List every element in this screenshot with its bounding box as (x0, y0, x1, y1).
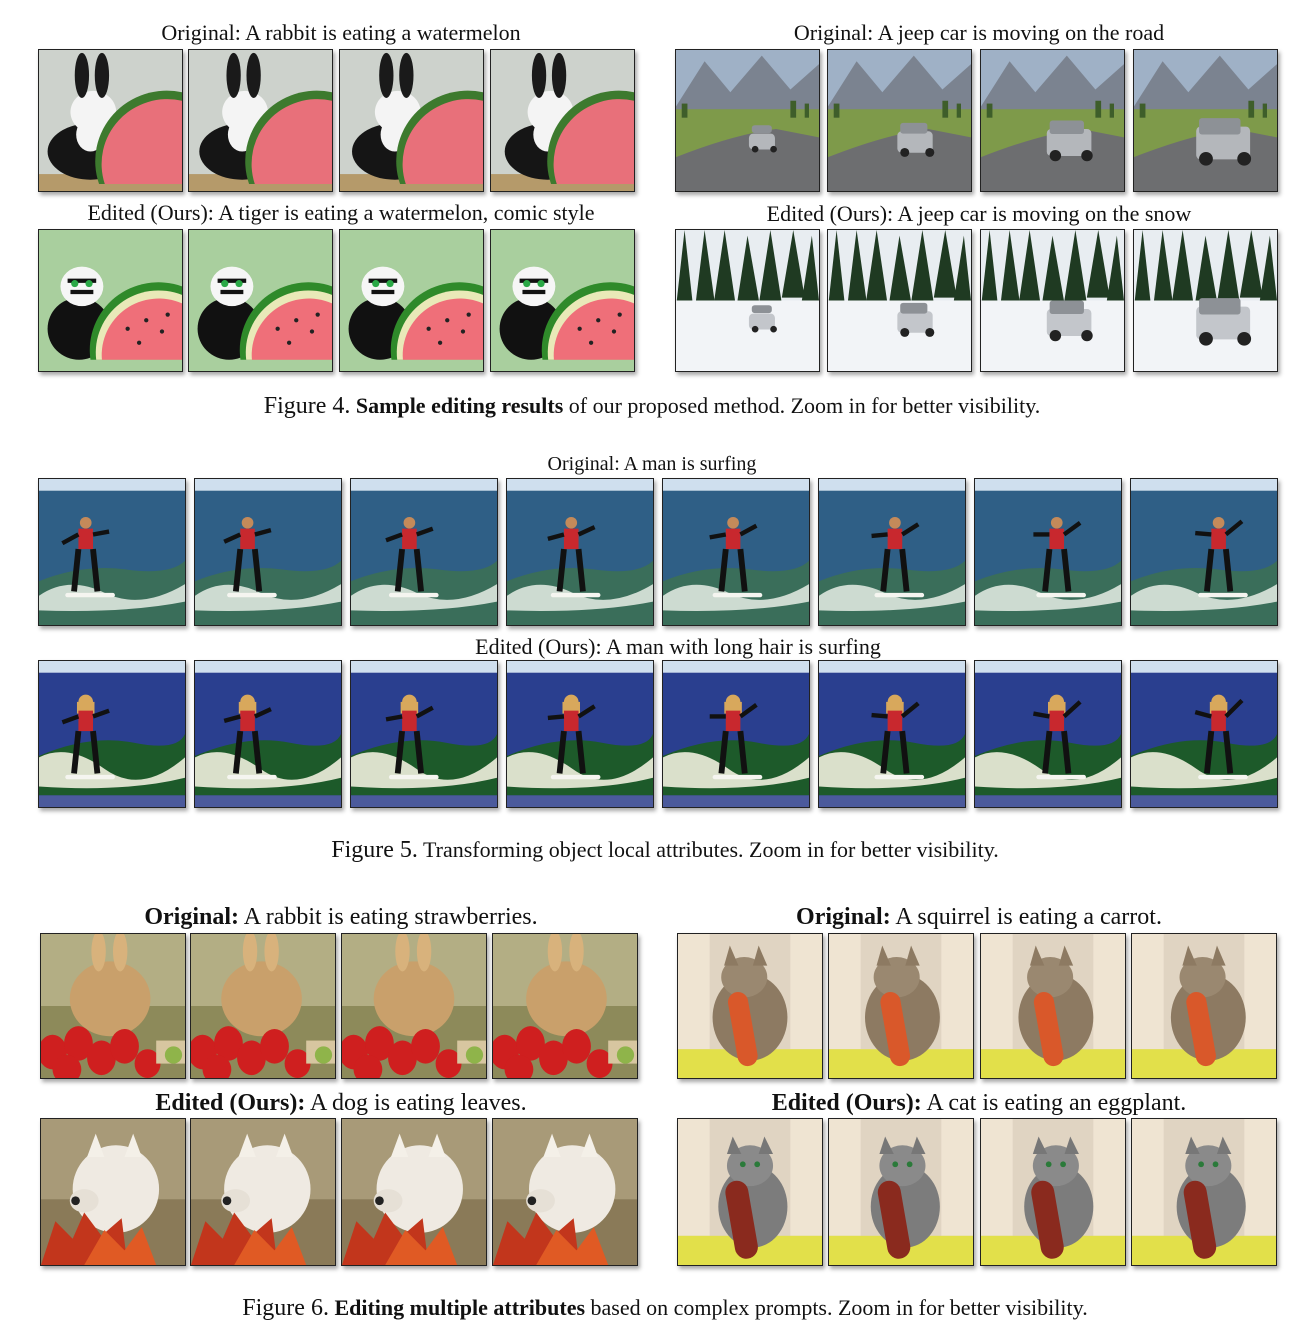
snow-frame-4 (1133, 229, 1278, 372)
surfhair-frame-3 (350, 660, 498, 808)
tiger-frame-1 (38, 229, 183, 372)
squirrel-frame-4 (1131, 933, 1277, 1079)
fig6-dog-edited-text: A dog is eating leaves. (305, 1090, 527, 1116)
fig5-edited-label: Edited (Ours): A man with long hair is s… (475, 634, 881, 659)
surf-frame-6 (818, 478, 966, 626)
fig6-cat-edited-bold: Edited (Ours): (771, 1090, 922, 1116)
cat-frame-1 (677, 1118, 823, 1266)
squirrel-frame-1 (677, 933, 823, 1079)
fig6-squirrel-original-bold: Original: (796, 904, 891, 930)
fig6-caption-text: based on complex prompts. Zoom in for be… (585, 1295, 1088, 1320)
fig6-caption-bold: Editing multiple attributes (334, 1295, 586, 1320)
fig4-rabbit-original-label: Original: A rabbit is eating a watermelo… (161, 20, 521, 45)
fig4-caption-bold: Sample editing results (355, 393, 564, 418)
fig4-snow-edited-label: Edited (Ours): A jeep car is moving on t… (766, 201, 1192, 226)
strawb-frame-3 (341, 933, 487, 1079)
strawb-frame-2 (190, 933, 336, 1079)
fig5-caption-text: Transforming object local attributes. Zo… (417, 837, 999, 862)
fig6-cat-edited-label: Edited (Ours): A cat is eating an eggpla… (675, 1091, 1283, 1115)
surf-frame-5 (662, 478, 810, 626)
surfhair-frame-8 (1130, 660, 1278, 808)
surf-frame-2 (194, 478, 342, 626)
rabbit-frame-4 (490, 49, 635, 192)
fig6-dog-edited-bold: Edited (Ours): (155, 1090, 306, 1116)
surfhair-frame-1 (38, 660, 186, 808)
squirrel-frame-2 (828, 933, 974, 1079)
strawb-frame-4 (492, 933, 638, 1079)
strawb-frame-1 (40, 933, 186, 1079)
fig6-caption-number: Figure 6. (242, 1295, 329, 1321)
fig6-squirrel-original-text: A squirrel is eating a carrot. (890, 904, 1162, 930)
fig5-original-label: Original: A man is surfing (547, 453, 757, 475)
tiger-frame-2 (188, 229, 333, 372)
tiger-frame-3 (339, 229, 484, 372)
tiger-frame-4 (490, 229, 635, 372)
surf-frame-8 (1130, 478, 1278, 626)
surf-frame-7 (974, 478, 1122, 626)
snow-frame-1 (675, 229, 820, 372)
jeep-frame-2 (827, 49, 972, 192)
fig6-caption: Figure 6. Editing multiple attributes ba… (0, 1295, 1304, 1321)
surfhair-frame-7 (974, 660, 1122, 808)
jeep-frame-3 (980, 49, 1125, 192)
surfhair-frame-2 (194, 660, 342, 808)
fig4-caption-text: of our proposed method. Zoom in for bett… (563, 393, 1041, 418)
surf-frame-4 (506, 478, 654, 626)
jeep-frame-1 (675, 49, 820, 192)
surf-frame-3 (350, 478, 498, 626)
dog-frame-1 (40, 1118, 186, 1266)
cat-frame-2 (828, 1118, 974, 1266)
surfhair-frame-5 (662, 660, 810, 808)
dog-frame-3 (341, 1118, 487, 1266)
fig4-caption: Figure 4. Sample editing results of our … (0, 393, 1304, 419)
fig5-caption: Figure 5. Transforming object local attr… (0, 837, 1304, 863)
dog-frame-2 (190, 1118, 336, 1266)
fig6-squirrel-original-label: Original: A squirrel is eating a carrot. (675, 905, 1283, 929)
surfhair-frame-6 (818, 660, 966, 808)
fig5-caption-number: Figure 5. (331, 837, 418, 863)
fig6-rabbit-original-text: A rabbit is eating strawberries. (239, 904, 538, 930)
snow-frame-2 (827, 229, 972, 372)
snow-frame-3 (980, 229, 1125, 372)
cat-frame-3 (980, 1118, 1126, 1266)
fig6-cat-edited-text: A cat is eating an eggplant. (921, 1090, 1187, 1116)
squirrel-frame-3 (980, 933, 1126, 1079)
jeep-frame-4 (1133, 49, 1278, 192)
rabbit-frame-3 (339, 49, 484, 192)
fig6-rabbit-original-label: Original: A rabbit is eating strawberrie… (37, 905, 645, 929)
fig4-caption-number: Figure 4. (263, 393, 351, 419)
fig6-dog-edited-label: Edited (Ours): A dog is eating leaves. (37, 1091, 645, 1115)
fig6-rabbit-original-bold: Original: (144, 904, 240, 930)
rabbit-frame-2 (188, 49, 333, 192)
fig4-jeep-original-label: Original: A jeep car is moving on the ro… (793, 20, 1165, 45)
rabbit-frame-1 (38, 49, 183, 192)
surfhair-frame-4 (506, 660, 654, 808)
fig4-tiger-edited-label: Edited (Ours): A tiger is eating a water… (87, 200, 595, 225)
dog-frame-4 (492, 1118, 638, 1266)
cat-frame-4 (1131, 1118, 1277, 1266)
surf-frame-1 (38, 478, 186, 626)
